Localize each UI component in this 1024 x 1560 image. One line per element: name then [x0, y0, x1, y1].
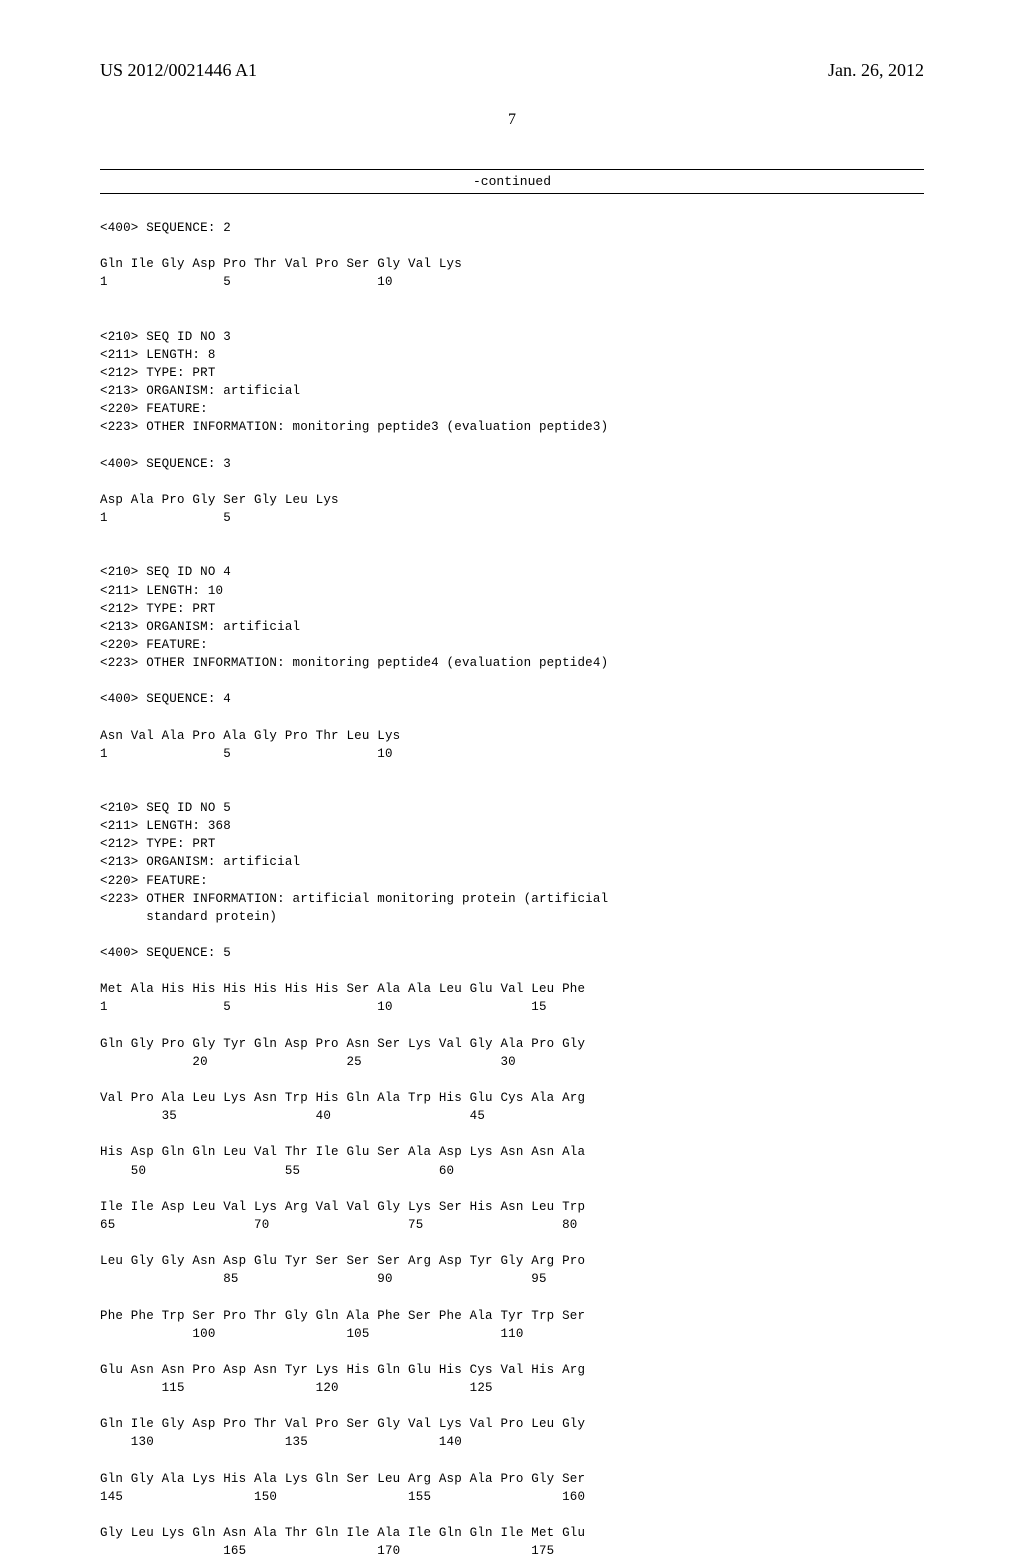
continued-label: -continued — [100, 169, 924, 194]
publication-number: US 2012/0021446 A1 — [100, 60, 257, 81]
page-number: 7 — [100, 111, 924, 129]
page-header: US 2012/0021446 A1 Jan. 26, 2012 — [100, 60, 924, 81]
sequence-listing: <400> SEQUENCE: 2 Gln Ile Gly Asp Pro Th… — [100, 219, 924, 1560]
publication-date: Jan. 26, 2012 — [828, 60, 924, 81]
document-page: US 2012/0021446 A1 Jan. 26, 2012 7 -cont… — [0, 0, 1024, 1320]
